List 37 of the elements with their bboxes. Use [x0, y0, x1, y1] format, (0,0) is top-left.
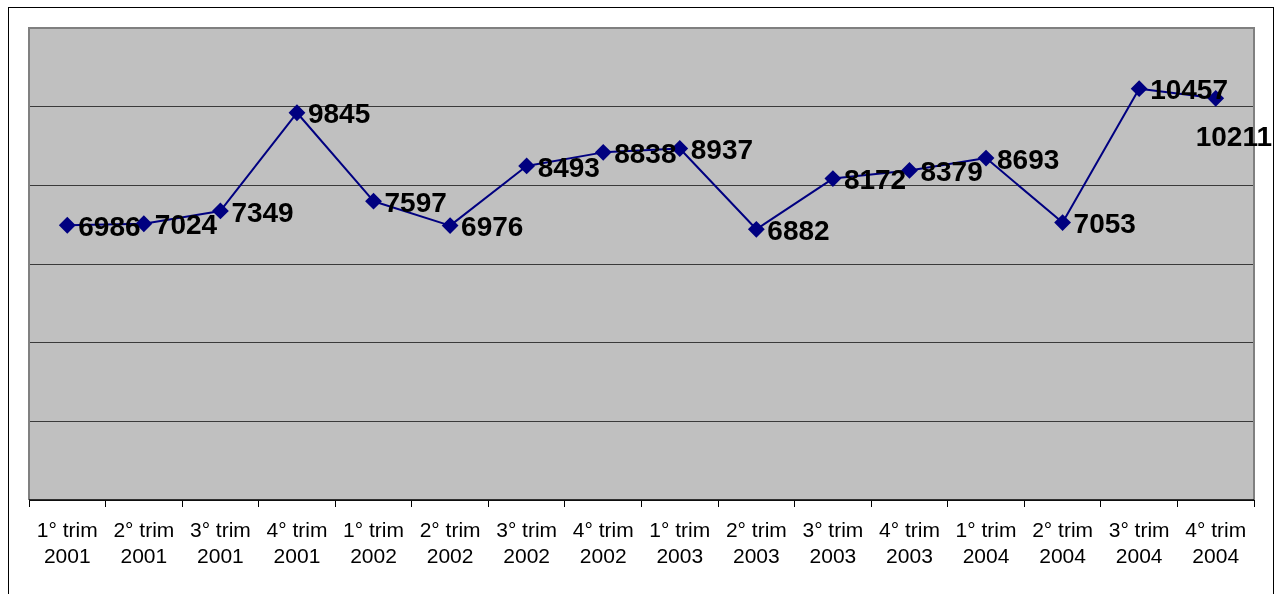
x-tick-label: 3° trim 2004 — [1108, 517, 1170, 568]
data-label: 6976 — [461, 211, 524, 243]
data-label: 10211 — [1195, 121, 1273, 153]
data-label: 7024 — [154, 209, 218, 241]
x-tick-label: 1° trim 2002 — [343, 517, 404, 568]
point — [1054, 214, 1071, 231]
data-label: 7053 — [1073, 208, 1136, 240]
x-tick-label: 2° trim 2004 — [1032, 517, 1094, 568]
x-tick-label: 2° trim 2002 — [419, 517, 481, 568]
x-tick-label: 3° trim 2003 — [802, 517, 864, 568]
point — [59, 217, 76, 234]
x-tick-label: 2° trim 2003 — [725, 517, 787, 568]
data-label: 7349 — [231, 196, 294, 228]
point — [518, 157, 535, 174]
x-tick-label: 3° trim 2002 — [496, 517, 558, 568]
x-tick-label: 1° trim 2003 — [649, 517, 711, 568]
data-label: 6882 — [767, 215, 830, 247]
point — [365, 193, 382, 210]
data-label: 9845 — [307, 98, 371, 130]
x-tick-label: 4° trim 2001 — [266, 517, 328, 568]
x-tick-label: 1° trim 2004 — [955, 517, 1017, 568]
point — [288, 104, 305, 121]
point — [442, 217, 459, 234]
x-tick-label: 3° trim 2001 — [189, 517, 251, 568]
point — [1131, 80, 1148, 97]
data-label: 8693 — [997, 143, 1060, 175]
point — [824, 170, 841, 187]
point — [748, 221, 765, 238]
data-label: 8379 — [920, 156, 983, 188]
x-tick-label: 2° trim 2001 — [113, 517, 175, 568]
x-tick-label: 4° trim 2004 — [1185, 517, 1247, 568]
data-label: 7597 — [384, 186, 447, 218]
x-tick-label: 4° trim 2003 — [879, 517, 940, 568]
x-tick-label: 4° trim 2002 — [572, 517, 634, 568]
data-label: 8937 — [690, 134, 754, 166]
data-label: 8493 — [537, 151, 600, 183]
x-tick-label: 1° trim 2001 — [36, 517, 98, 568]
